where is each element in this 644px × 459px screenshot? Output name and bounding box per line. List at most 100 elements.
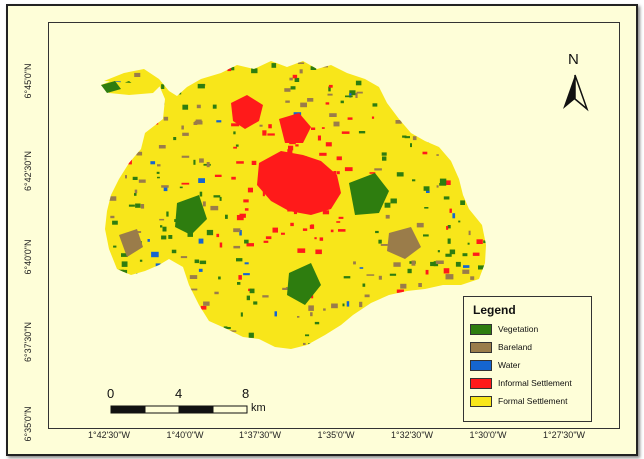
land-cover-pixel <box>389 273 397 276</box>
lat-label-4: 6°37'30"N <box>23 321 33 363</box>
land-cover-pixel <box>272 227 278 233</box>
land-cover-pixel <box>121 253 128 257</box>
land-cover-pixel <box>125 175 127 179</box>
land-cover-pixel <box>317 135 321 141</box>
land-cover-pixel <box>181 155 190 158</box>
land-cover-pixel <box>359 301 363 308</box>
land-cover-pixel <box>400 283 407 289</box>
land-cover-pixel <box>145 324 150 326</box>
land-cover-pixel <box>460 200 465 205</box>
land-cover-pixel <box>330 229 334 233</box>
land-cover-pixel <box>462 253 468 257</box>
land-cover-pixel <box>104 151 107 157</box>
land-cover-pixel <box>176 90 182 95</box>
legend-item-vegetation: Vegetation <box>470 323 590 337</box>
land-cover-pixel <box>203 301 210 306</box>
land-cover-pixel <box>427 296 432 300</box>
land-cover-pixel <box>363 330 370 332</box>
land-cover-pixel <box>194 120 203 125</box>
land-cover-pixel <box>314 237 317 240</box>
land-cover-pixel <box>200 305 207 310</box>
land-cover-pixel <box>168 235 173 239</box>
legend-item-informal-settlement: Informal Settlement <box>470 377 590 391</box>
land-cover-pixel <box>347 117 353 120</box>
land-cover-pixel <box>158 145 166 149</box>
scale-unit: km <box>251 402 266 414</box>
land-cover-pixel <box>128 336 133 339</box>
land-cover-pixel <box>121 269 128 274</box>
land-cover-pixel <box>322 210 330 215</box>
land-cover-pixel <box>428 140 433 143</box>
land-cover-pixel <box>161 185 169 188</box>
land-cover-pixel <box>182 132 189 136</box>
vegetation-patch-east <box>349 173 389 215</box>
land-cover-pixel <box>477 94 485 97</box>
land-cover-pixel <box>198 268 203 272</box>
land-cover-pixel <box>180 344 187 349</box>
land-cover-pixel <box>282 287 289 290</box>
land-cover-pixel <box>375 230 379 234</box>
land-cover-pixel <box>319 152 327 156</box>
land-cover-pixel <box>374 168 382 171</box>
land-cover-pixel <box>297 316 300 318</box>
land-cover-pixel <box>426 190 430 193</box>
land-cover-pixel <box>439 178 447 184</box>
land-cover-pixel <box>251 68 258 74</box>
land-cover-pixel <box>166 286 174 289</box>
land-cover-pixel <box>455 64 461 67</box>
informal-settlement-patch <box>279 113 311 143</box>
land-cover-pixel <box>274 348 281 349</box>
land-cover-pixel <box>435 308 443 314</box>
land-cover-pixel <box>438 139 444 143</box>
land-cover-pixel <box>380 244 388 246</box>
land-cover-pixel <box>305 334 310 337</box>
land-cover-pixel <box>180 256 188 259</box>
land-cover-pixel <box>449 249 456 255</box>
land-cover-pixel <box>329 113 337 117</box>
land-cover-pixel <box>138 179 146 183</box>
land-cover-pixel <box>239 213 246 218</box>
land-cover-pixel <box>380 74 386 80</box>
land-cover-pixel <box>373 341 378 344</box>
land-cover-pixel <box>410 143 412 148</box>
land-cover-pixel <box>284 88 291 92</box>
land-cover-pixel <box>402 135 407 138</box>
land-cover-pixel <box>227 66 232 72</box>
land-cover-pixel <box>462 269 470 274</box>
land-cover-pixel <box>110 138 117 144</box>
land-cover-pixel <box>244 239 249 244</box>
land-cover-pixel <box>364 294 370 298</box>
land-cover-pixel <box>155 102 158 105</box>
land-cover-pixel <box>462 152 467 157</box>
land-cover-pixel <box>441 84 447 87</box>
land-cover-pixel <box>118 62 124 67</box>
land-cover-pixel <box>262 130 267 136</box>
land-cover-pixel <box>214 351 216 353</box>
land-cover-pixel <box>366 274 375 276</box>
land-cover-pixel <box>188 301 191 304</box>
land-cover-pixel <box>240 312 243 317</box>
land-cover-pixel <box>236 161 244 164</box>
land-cover-pixel <box>378 275 382 280</box>
land-cover-pixel <box>156 278 159 283</box>
land-cover-pixel <box>285 100 290 103</box>
land-cover-pixel <box>368 312 373 317</box>
land-cover-pixel <box>198 238 204 244</box>
land-cover-pixel <box>355 80 362 86</box>
land-cover-pixel <box>446 73 452 76</box>
land-cover-pixel <box>449 208 452 213</box>
land-cover-pixel <box>214 291 219 295</box>
land-cover-pixel <box>439 183 447 186</box>
land-cover-pixel <box>262 295 269 298</box>
land-cover-pixel <box>336 221 341 223</box>
lat-label-2: 6°42'30"N <box>23 150 33 192</box>
land-cover-pixel <box>396 66 403 69</box>
lon-label-1: 1°42'30"W <box>87 430 131 440</box>
land-cover-pixel <box>338 229 346 232</box>
land-cover-pixel <box>233 245 241 249</box>
land-cover-pixel <box>206 229 214 236</box>
land-cover-pixel <box>420 74 424 79</box>
legend: Legend Vegetation Bareland Water Informa… <box>463 296 592 422</box>
land-cover-pixel <box>371 116 375 119</box>
land-cover-pixel <box>430 68 438 71</box>
